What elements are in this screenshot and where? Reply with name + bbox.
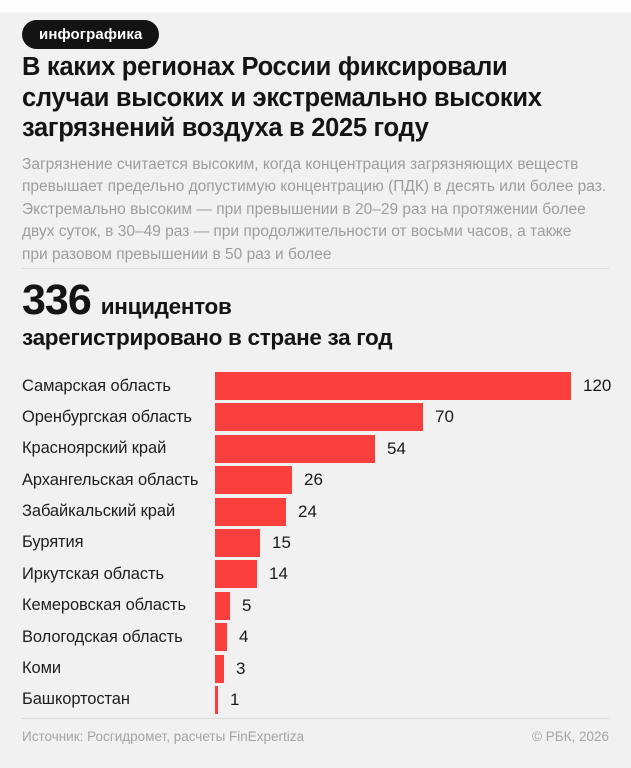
value-bar [215,560,257,589]
value-label: 3 [236,658,246,678]
bar-chart: Самарская область 120 Оренбургская область… [22,372,612,714]
stat-line-1: 336 инцидентов [22,278,612,322]
value-bar [215,434,375,463]
region-label: Оренбургская область [22,407,192,426]
chart-row: Иркутская область 14 [22,560,609,589]
value-bar [215,591,230,620]
value-bar [215,623,227,652]
title-line-1: В каких регионах России фиксировали [22,53,508,81]
subtitle-line-2: превышает предельно допустимую концентра… [22,178,607,196]
value-bar [215,372,571,400]
stat-line-2: зарегистрировано в стране за год [22,325,393,350]
chart-row: Коми 3 [22,654,609,683]
page-title: В каких регионах России фиксировали случ… [22,52,614,144]
value-label: 24 [298,501,317,521]
headline-stat: 336 инцидентов зарегистрировано в стране… [22,278,612,352]
top-strip [0,0,631,13]
subtitle-description: Загрязнение считается высоким, когда кон… [22,154,617,266]
value-label: 120 [583,376,612,395]
subtitle-line-4: двух суток, в 30–49 раз — при продолжите… [22,223,572,241]
chart-row: Забайкальский край 24 [22,497,609,526]
region-label: Архангельская область [22,470,199,489]
divider-top [22,268,609,269]
region-label: Забайкальский край [22,502,176,521]
subtitle-line-5: при разовом превышении в 50 раз и более [22,245,332,263]
region-label: Кемеровская область [22,596,186,615]
footer: Источник: Росгидромет, расчеты FinExpert… [22,729,609,744]
region-label: Коми [22,659,61,678]
value-label: 4 [239,627,249,647]
divider-bottom [22,718,609,719]
subtitle-line-3: Экстремально высоким — при превышении в … [22,200,586,218]
value-label: 5 [242,595,252,615]
chart-row: Кемеровская область 5 [22,591,609,620]
title-line-3: загрязнений воздуха в 2025 году [22,114,429,142]
value-bar [215,403,423,432]
region-label: Красноярский край [22,439,167,458]
subtitle-line-1: Загрязнение считается высоким, когда кон… [22,156,579,173]
value-label: 54 [387,438,406,458]
stat-number: 336 [22,276,92,324]
value-label: 26 [304,470,323,490]
chart-row: Бурятия 15 [22,528,609,557]
source-credit: Источник: Росгидромет, расчеты FinExpert… [22,729,305,744]
value-bar [215,654,224,683]
chart-row: Оренбургская область 70 [22,403,609,432]
value-bar [215,466,292,495]
region-label: Башкортостан [22,690,130,709]
value-bar [215,528,260,557]
region-label: Бурятия [22,533,84,552]
value-label: 14 [269,564,288,584]
region-label: Иркутская область [22,564,164,583]
value-label: 70 [435,407,454,427]
value-bar [215,497,286,526]
category-badge: инфографика [22,20,160,49]
value-bar [215,685,218,714]
title-line-2: случаи высоких и экстремально высоких [22,83,542,112]
chart-row: Башкортостан 1 [22,685,609,714]
copyright: © РБК, 2026 [532,729,609,744]
value-label: 1 [230,689,240,709]
region-label: Вологодская область [22,627,183,646]
chart-row: Самарская область 120 [22,372,612,400]
value-label: 15 [272,532,291,552]
chart-row: Красноярский край 54 [22,434,609,463]
chart-row: Архангельская область 26 [22,466,609,495]
region-label: Самарская область [22,376,171,395]
chart-row: Вологодская область 4 [22,623,609,652]
stat-unit: инцидентов [100,294,232,319]
